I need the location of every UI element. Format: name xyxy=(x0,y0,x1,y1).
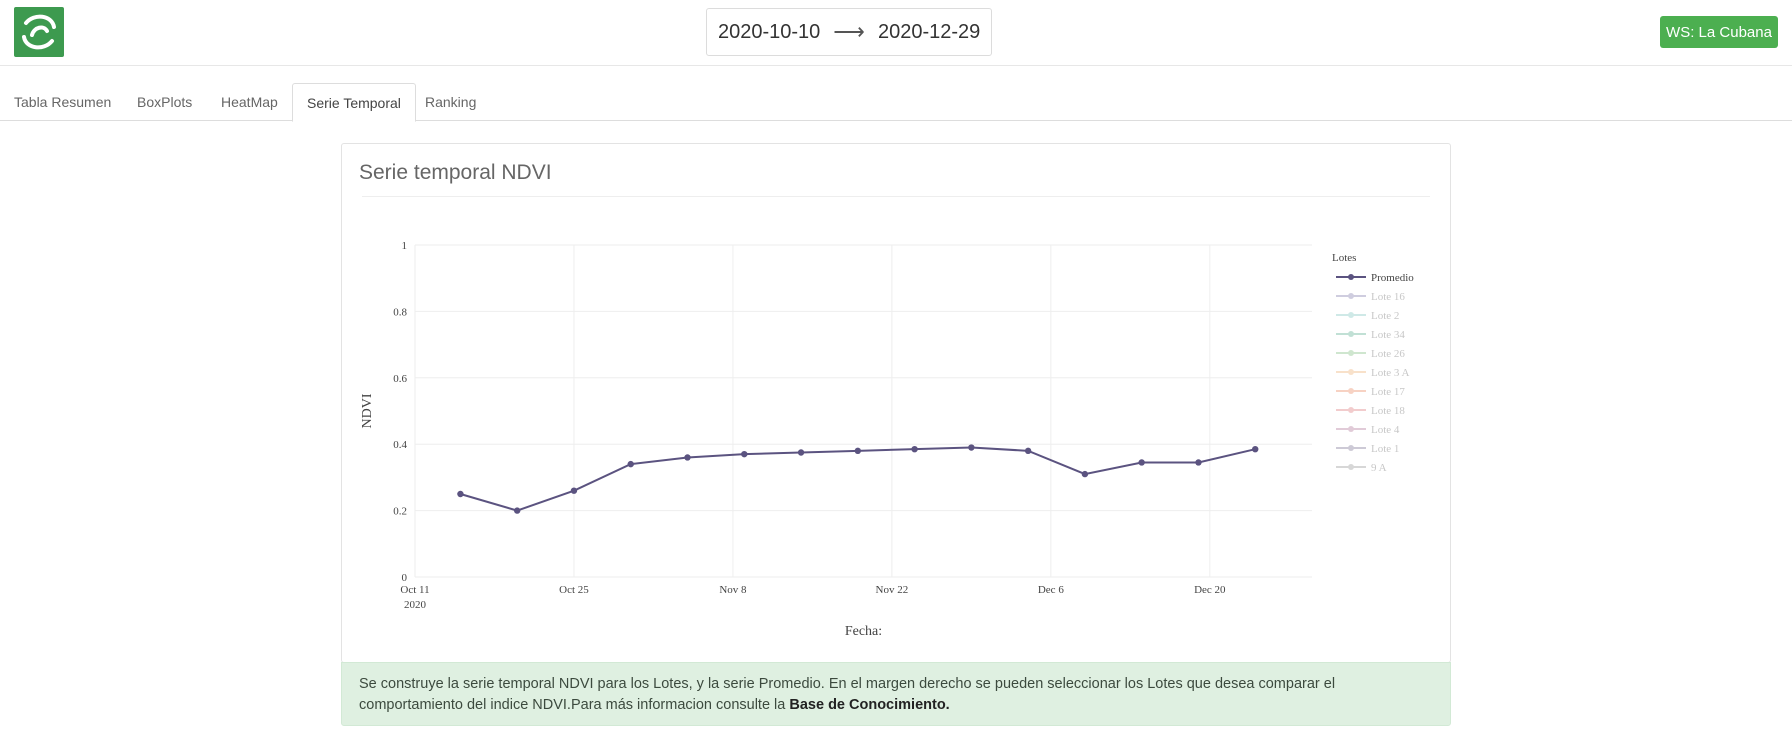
data-point xyxy=(1138,459,1145,466)
x-tick-label: Dec 6 xyxy=(1038,584,1064,596)
panel-title: Serie temporal NDVI xyxy=(359,161,552,184)
y-tick-label: 0.2 xyxy=(393,506,407,518)
legend-title: Lotes xyxy=(1332,252,1356,264)
y-tick-label: 0.4 xyxy=(393,439,407,451)
x-axis-label: Fecha: xyxy=(845,624,882,639)
info-alert: Se construye la serie temporal NDVI para… xyxy=(341,662,1451,726)
data-point xyxy=(570,487,578,494)
legend-label: Promedio xyxy=(1371,272,1414,284)
workspace-button[interactable]: WS: La Cubana xyxy=(1660,16,1778,48)
legend-label: Lote 17 xyxy=(1371,386,1405,398)
legend-marker xyxy=(1348,388,1354,394)
panel-divider xyxy=(362,196,1430,197)
knowledge-base-link[interactable]: Base de Conocimiento. xyxy=(789,697,950,713)
legend-item[interactable]: Lote 3 A xyxy=(1336,367,1410,379)
legend-item[interactable]: Lote 16 xyxy=(1336,291,1405,303)
data-point xyxy=(684,454,691,461)
legend-marker xyxy=(1348,293,1354,299)
y-tick-label: 0.6 xyxy=(393,373,407,385)
series-line-promedio xyxy=(460,446,1256,512)
date-to[interactable]: 2020-12-29 xyxy=(878,20,981,43)
tab-heatmap[interactable]: HeatMap xyxy=(221,94,278,110)
legend-item[interactable]: Lote 34 xyxy=(1336,329,1405,341)
top-bar: 2020-10-10 ⟶ 2020-12-29 WS: La Cubana xyxy=(0,0,1792,66)
legend-item[interactable]: Lote 26 xyxy=(1336,348,1405,360)
data-point xyxy=(1252,445,1259,453)
y-tick-label: 0.8 xyxy=(393,306,407,318)
legend-label: Lote 18 xyxy=(1371,405,1405,417)
data-point xyxy=(513,507,521,514)
data-point xyxy=(968,444,975,451)
legend-item[interactable]: Lote 2 xyxy=(1336,310,1399,322)
legend-label: Lote 26 xyxy=(1371,348,1405,360)
legend-item[interactable]: Promedio xyxy=(1336,272,1414,284)
tab-ranking[interactable]: Ranking xyxy=(425,94,477,110)
legend-marker xyxy=(1348,407,1354,413)
data-point xyxy=(1081,470,1089,478)
legend-item[interactable]: Lote 1 xyxy=(1336,443,1399,455)
x-tick-label: Nov 22 xyxy=(876,584,909,596)
legend-label: 9 A xyxy=(1371,462,1387,474)
date-from[interactable]: 2020-10-10 xyxy=(718,20,821,43)
data-point xyxy=(1024,447,1032,455)
data-point xyxy=(797,449,805,456)
tab-bar: Tabla Resumen BoxPlots HeatMap Serie Tem… xyxy=(0,83,1792,122)
tab-boxplots[interactable]: BoxPlots xyxy=(137,94,193,110)
legend-marker xyxy=(1348,312,1354,318)
y-tick-label: 1 xyxy=(402,240,408,252)
chart-panel: Serie temporal NDVI 0 0.2 0.4 0.6 0.8 1 Oct 11… xyxy=(341,143,1451,663)
info-text: Se construye la serie temporal NDVI para… xyxy=(359,676,1336,713)
legend-label: Lote 4 xyxy=(1371,424,1400,436)
x-tick-sublabel: 2020 xyxy=(404,599,427,611)
legend-marker xyxy=(1348,445,1354,451)
data-point xyxy=(854,447,862,455)
y-tick-label: 0 xyxy=(402,572,408,584)
x-tick-label: Oct 11 xyxy=(400,584,429,596)
legend-label: Lote 2 xyxy=(1371,310,1399,322)
data-point xyxy=(457,490,464,498)
legend-item[interactable]: 9 A xyxy=(1336,462,1387,474)
ndvi-time-series-chart: 0 0.2 0.4 0.6 0.8 1 Oct 11 2020 Oct 25 Nov 8 Nov 2… xyxy=(360,240,1414,639)
legend-marker xyxy=(1348,331,1354,337)
legend-label: Lote 34 xyxy=(1371,329,1405,341)
legend-label: Lote 3 A xyxy=(1371,367,1410,379)
legend-label: Lote 16 xyxy=(1371,291,1405,303)
legend-marker xyxy=(1348,464,1354,470)
swirl-logo-icon[interactable] xyxy=(14,7,64,57)
legend-marker xyxy=(1348,426,1354,432)
legend-label: Lote 1 xyxy=(1371,443,1399,455)
legend-item[interactable]: Lote 17 xyxy=(1336,386,1405,398)
x-tick-label: Dec 20 xyxy=(1194,584,1226,596)
legend-item[interactable]: Lote 4 xyxy=(1336,424,1400,436)
arrow-right-icon: ⟶ xyxy=(833,19,865,44)
x-tick-label: Nov 8 xyxy=(719,584,747,596)
data-point xyxy=(1195,459,1202,466)
data-point xyxy=(741,450,748,458)
legend-marker xyxy=(1348,369,1354,375)
x-tick-label: Oct 25 xyxy=(559,584,589,596)
legend-item[interactable]: Lote 18 xyxy=(1336,405,1405,417)
tab-tabla-resumen[interactable]: Tabla Resumen xyxy=(14,94,112,110)
tab-serie-temporal[interactable]: Serie Temporal xyxy=(292,83,416,122)
date-range-picker[interactable]: 2020-10-10 ⟶ 2020-12-29 xyxy=(706,8,992,56)
legend-marker xyxy=(1348,274,1354,280)
data-point xyxy=(627,460,634,468)
data-point xyxy=(911,445,918,453)
legend-marker xyxy=(1348,350,1354,356)
y-axis-label: NDVI xyxy=(360,393,375,428)
